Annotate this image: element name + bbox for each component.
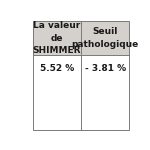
Bar	[33, 21, 129, 55]
Bar	[33, 21, 129, 130]
Text: La valeur
de
SHIMMER: La valeur de SHIMMER	[33, 21, 81, 55]
Text: Seuil
pathologique: Seuil pathologique	[71, 27, 139, 49]
Text: 5.52 %: 5.52 %	[40, 64, 74, 73]
Text: - 3.81 %: - 3.81 %	[84, 64, 126, 73]
